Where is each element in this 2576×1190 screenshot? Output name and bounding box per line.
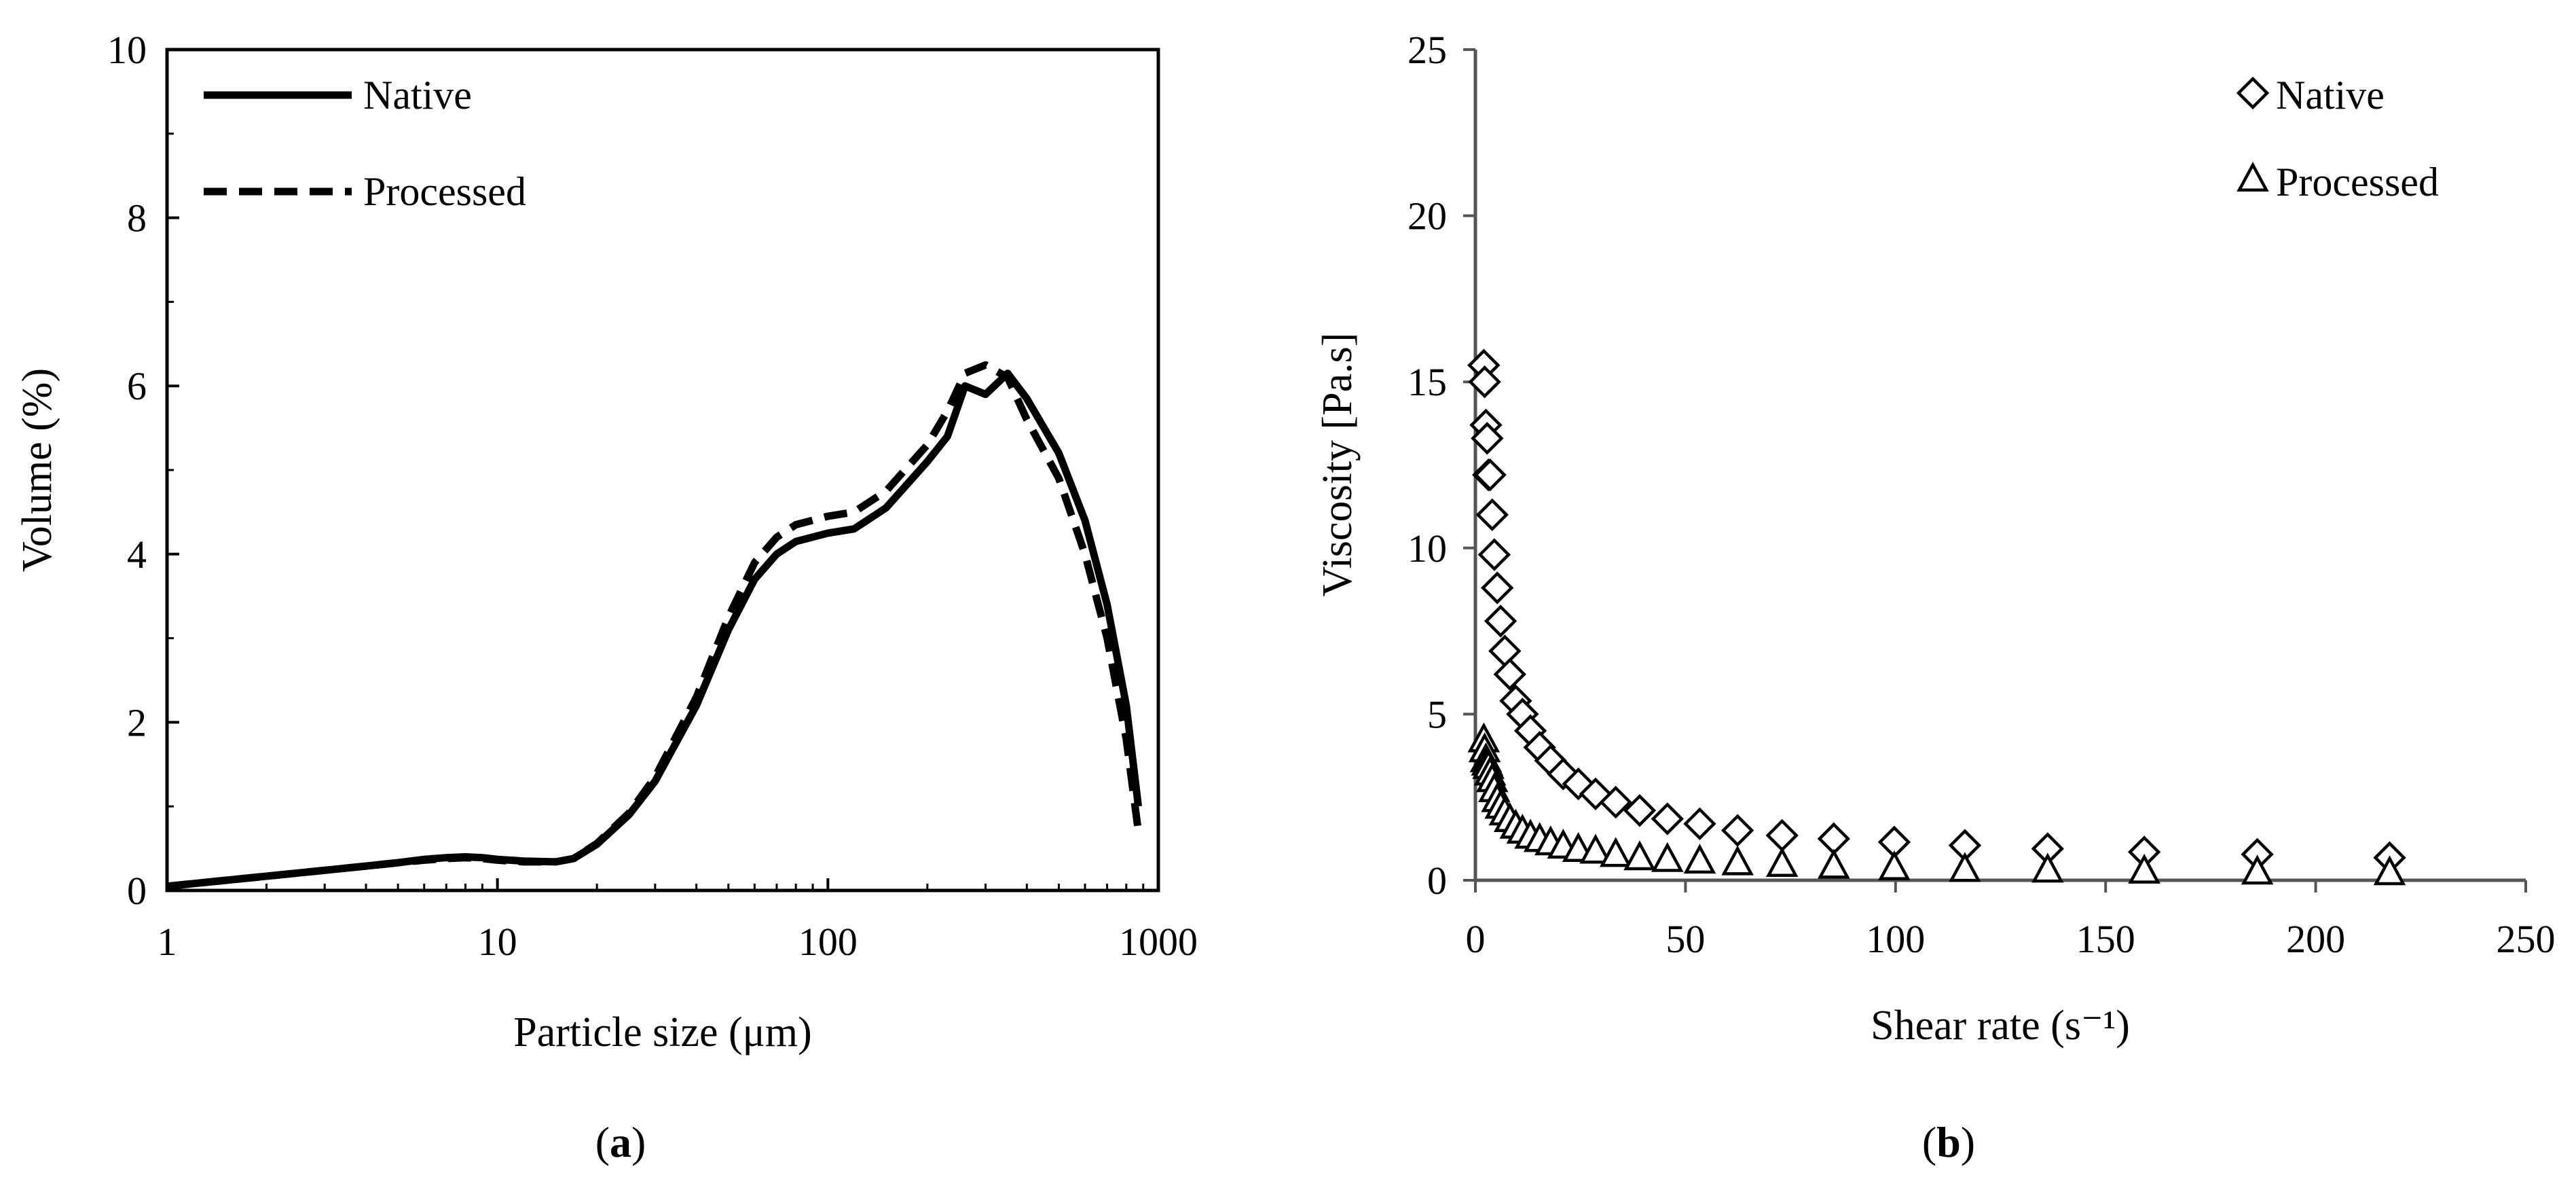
panel-a-y-tick-label: 6 — [127, 364, 147, 408]
data-point-native — [1623, 794, 1657, 827]
panel-b-x-tick-label: 200 — [2286, 917, 2345, 961]
series-processed — [1467, 722, 2406, 886]
data-point-native — [1471, 422, 1504, 455]
data-point-processed — [1949, 852, 1981, 882]
legend-label-native: Native — [2276, 73, 2385, 118]
data-point-processed — [2031, 852, 2064, 883]
data-point-processed — [1721, 845, 1754, 876]
panel-a-legend: Native Processed — [204, 73, 526, 214]
data-point-processed — [1683, 844, 1716, 874]
panel-a-y-tick-label: 2 — [127, 700, 147, 744]
legend-marker-native — [2236, 76, 2270, 110]
panel-b-label: (b) — [1922, 1118, 1975, 1166]
data-point-processed — [1623, 840, 1656, 871]
panel-b-y-tick-label: 0 — [1427, 859, 1447, 903]
legend-label-native: Native — [363, 73, 472, 118]
panel-a-ticks: 0 2 4 6 8 10 1 10 100 1000 — [107, 28, 1198, 964]
legend-label-processed: Processed — [2276, 160, 2439, 204]
panel-a-x-tick-label: 10 — [478, 920, 517, 964]
panel-a-y-tick-label: 4 — [127, 533, 147, 577]
data-point-processed — [1579, 833, 1612, 864]
panel-a-series — [166, 361, 1143, 890]
panel-a-y-tick-label: 10 — [107, 28, 147, 72]
panel-a-x-axis-title: Particle size (μm) — [513, 1009, 812, 1056]
data-point-native — [1721, 814, 1754, 847]
series-line-processed — [166, 361, 1143, 890]
data-point-processed — [2241, 854, 2274, 885]
panel-b-y-tick-label: 5 — [1427, 692, 1447, 736]
panel-a-label: (a) — [595, 1118, 646, 1166]
data-point-native — [1488, 634, 1522, 668]
data-point-native — [1473, 458, 1507, 492]
panel-b-x-axis-title: Shear rate (s⁻¹) — [1871, 1003, 2130, 1049]
panel-a-y-tick-label: 0 — [127, 869, 147, 913]
panel-a-x-tick-label: 100 — [798, 920, 858, 964]
data-point-native — [1484, 605, 1517, 638]
panel-b-y-tick-label: 10 — [1407, 526, 1447, 571]
data-point-processed — [1878, 850, 1911, 880]
data-point-native — [1651, 802, 1684, 835]
panel-a-y-axis-title: Volume (%) — [14, 368, 60, 572]
panel-a-chart: 0 2 4 6 8 10 1 10 100 1000 Native Processed Volume… — [14, 28, 1198, 1166]
panel-b-x-tick-label: 100 — [1866, 917, 1925, 961]
panel-b-y-tick-label: 25 — [1407, 28, 1447, 72]
panel-b-x-tick-label: 50 — [1666, 917, 1705, 961]
panel-a-y-tick-label: 8 — [127, 196, 147, 240]
data-point-processed — [2128, 853, 2160, 884]
panel-b-y-axis-title: Viscosity [Pa.s] — [1314, 333, 1361, 597]
panel-b-x-tick-label: 250 — [2497, 917, 2556, 961]
panel-b-y-tick-label: 20 — [1407, 194, 1447, 238]
series-native — [1467, 348, 2406, 874]
panel-a-x-tick-label: 1 — [158, 920, 177, 964]
data-point-native — [1765, 818, 1799, 852]
data-point-processed — [1651, 842, 1684, 872]
data-point-native — [1468, 365, 1501, 399]
panel-b-series — [1467, 348, 2406, 886]
panel-b-legend: Native Processed — [2236, 73, 2439, 204]
data-point-native — [1475, 498, 1509, 532]
data-point-native — [1683, 807, 1716, 841]
data-point-native — [1599, 785, 1632, 819]
data-point-native — [1493, 657, 1526, 691]
data-point-processed — [1765, 847, 1799, 878]
data-point-native — [1477, 538, 1511, 571]
data-point-processed — [1599, 837, 1632, 867]
data-point-processed — [2373, 855, 2406, 886]
data-point-processed — [1818, 848, 1850, 879]
legend-marker-processed — [2237, 162, 2269, 192]
data-point-native — [1480, 571, 1514, 605]
series-line-native — [166, 369, 1143, 890]
panel-b-y-tick-label: 15 — [1407, 360, 1447, 404]
panel-b-x-tick-label: 150 — [2076, 917, 2135, 961]
legend-label-processed: Processed — [363, 169, 526, 214]
panel-a-x-tick-label: 1000 — [1119, 920, 1198, 964]
panel-b-label-letter: b — [1936, 1118, 1961, 1166]
panel-b-x-tick-label: 0 — [1466, 917, 1486, 961]
panel-a-label-letter: a — [610, 1118, 631, 1166]
